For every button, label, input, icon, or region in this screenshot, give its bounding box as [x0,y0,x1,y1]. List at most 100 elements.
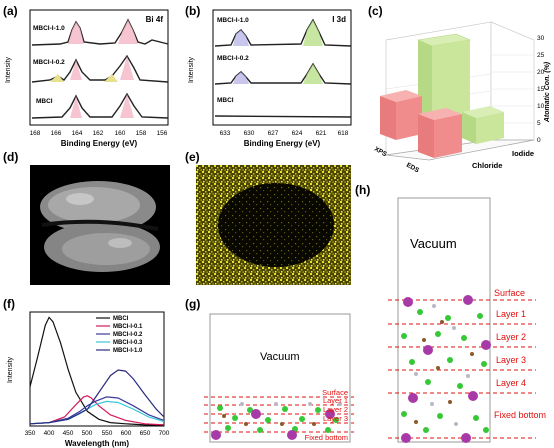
trace-label-2: MBCI-I-0.2 [217,55,249,62]
x-tick: 700 [159,430,170,437]
x-tick-labels: 350 400 450 500 550 600 650 700 [25,430,170,437]
layer-label-1: Layer 1 [496,309,526,319]
xlabel: Wavelength (nm) [65,439,129,448]
pl-curves [29,316,165,426]
series-line-0 [29,316,164,426]
x-tick: 160 [115,130,126,137]
x-tick: 633 [220,130,231,137]
layer-label-fixed: Fixed bottom [305,433,348,442]
x-tick: 166 [51,130,62,137]
bar-xps-chloride-front [396,96,422,140]
x-tick: 624 [292,130,303,137]
trace-label-1: MBCI-I-1.0 [33,25,65,32]
trace-1 [214,18,352,47]
panel-label-d: (d) [3,150,19,164]
peak-fill [120,56,134,80]
bar-xps-chloride-side [380,96,396,140]
x-tick: 500 [82,430,93,437]
series-line-2 [29,396,165,425]
x-tick: 621 [316,130,327,137]
atoms [211,402,342,440]
particle-gap [41,219,159,231]
bar-eds-iodide-top [462,106,504,118]
z-tick: 20 [537,69,545,76]
panel-label-e: (e) [185,150,200,164]
panel-label-f: (f) [3,297,15,311]
peak-fill [70,60,82,80]
x-tick-labels: 633 630 627 624 621 618 [220,130,349,137]
composition-3d-bar-chart: 0 5 10 15 20 25 30 Atomatic Con. (%) XPS… [373,21,551,175]
trace-2 [214,62,352,85]
trace-label-3: MBCI [217,97,234,104]
eds-map-image [196,165,351,285]
xlabel: Binding Energy (eV) [244,139,321,148]
trace-label-3: MBCI [36,98,53,105]
x-tick: 156 [157,130,168,137]
layer-labels: Surface Layer 1 Layer 2 Layer 3 Layer 4 … [494,288,546,420]
panel-label-h: (h) [355,183,371,197]
vacuum-label: Vacuum [410,236,457,251]
xps-bi4f-plot: Intensity Binding Energy (eV) Bi 4f MBCI… [5,9,169,148]
trace-3 [31,92,169,119]
layer-label-3: Layer 3 [323,414,348,423]
atoms [401,295,491,443]
plot-frame [29,9,169,126]
surface-texture [66,193,94,205]
x-tick: 450 [63,430,74,437]
z-tick: 25 [537,52,545,59]
slab-model-small: Vacuum Surface Layer 1 Layer 2 Layer 3 F… [204,313,354,443]
z-tick: 5 [537,120,541,127]
peak-fill [68,22,84,44]
row-label-eds: EDS [405,162,421,175]
layer-dividers [204,396,354,433]
peak-fill [120,94,134,118]
layer-labels: Surface Layer 1 Layer 2 Layer 3 Fixed bo… [305,388,348,442]
legend: MBCI MBCI-I-0.1 MBCI-I-0.2 MBCI-I-0.3 MB… [96,316,143,354]
layer-label-1: Layer 1 [323,396,348,405]
legend-mbci-i-0.1: MBCI-I-0.1 [113,324,143,330]
slab-model-large: Vacuum Surface Layer 1 Layer 2 Layer 3 L… [388,197,546,443]
x-tick: 162 [93,130,104,137]
legend-mbci-i-0.2: MBCI-I-0.2 [113,332,143,338]
ylabel: Intensity [5,56,12,83]
col-label-chloride: Chloride [472,161,502,170]
z-tick: 0 [537,137,541,144]
panel-label-c: (c) [368,4,383,18]
pl-spectra-chart: Intensity Wavelength (nm) 350 400 450 50… [7,311,170,448]
layer-label-2: Layer 2 [496,332,526,342]
panel-label-g: (g) [185,297,201,311]
x-tick: 627 [268,130,279,137]
panel-title: I 3d [332,15,346,24]
series-line-1 [29,395,165,426]
bar-xps-chloride-top [380,90,422,102]
cell-boundary [209,313,351,443]
x-tick: 158 [136,130,147,137]
xps-i3d-plot: Intensity Binding Energy (eV) I 3d MBCI-… [188,9,352,148]
peak-fill [118,20,138,44]
ylabel: Intensity [188,56,195,83]
x-tick: 600 [121,430,132,437]
legend-mbci: MBCI [113,316,129,322]
plot-frame [29,311,165,427]
peak-fill [303,20,323,46]
panel-label-a: (a) [3,4,18,18]
bar-eds-chloride-side [418,114,434,158]
bar-eds-chloride-front [434,114,462,158]
panel-label-b: (b) [185,4,201,18]
trace-1 [31,18,169,46]
vacuum-label: Vacuum [260,351,300,363]
z-tick: 30 [537,35,545,42]
bar-eds-iodide-front [476,112,504,144]
z-axis-label: Atomatic Con. (%) [544,61,551,123]
layer-label-surface: Surface [322,388,348,397]
peak-fill [233,30,249,46]
x-tick: 400 [44,430,55,437]
layer-label-2: Layer 2 [323,405,348,414]
particle-lower-highlight [62,233,150,265]
cell-boundary [397,197,491,443]
particle-upper-highlight [48,187,140,223]
plot-frame [212,9,352,126]
trace-label-2: MBCI-I-0.2 [33,59,65,66]
trace-label-1: MBCI-I-1.0 [217,17,249,24]
col-label-iodide: Iodide [512,149,534,158]
